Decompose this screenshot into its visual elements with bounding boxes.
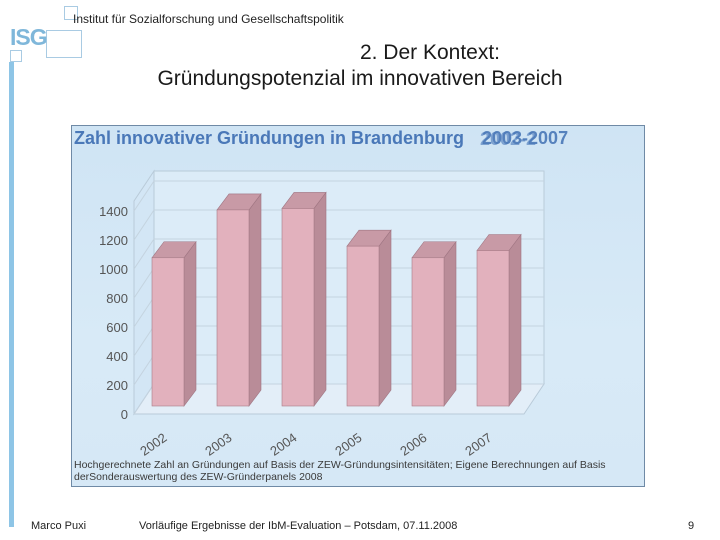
y-tick-label: 200: [106, 378, 128, 393]
gridline-side: [133, 354, 155, 386]
y-tick-label: 1000: [99, 262, 128, 277]
isg-logo: ISG: [6, 6, 86, 62]
slide-title-line2: Gründungspotenzial im innovativen Bereic…: [157, 67, 563, 90]
chart-side-wall: [133, 169, 155, 416]
x-tick-label: 2003: [202, 430, 234, 459]
gridline-side: [133, 383, 155, 415]
bar: [151, 257, 185, 407]
logo-text: ISG: [10, 24, 48, 50]
bar-side: [443, 240, 457, 407]
bar: [476, 250, 510, 407]
footer-author: Marco Puxi: [31, 520, 87, 532]
gridline-side: [133, 267, 155, 299]
bar-chart: 0 200 400 600 800 1000 1200 1400 2002 2003 2004 200…: [99, 169, 545, 459]
gridline-side: [133, 296, 155, 328]
gridline-side: [133, 209, 155, 241]
gridline-side: [133, 180, 155, 212]
bar-side: [378, 229, 392, 407]
institute-name: Institut für Sozialforschung und Gesells…: [73, 12, 344, 26]
y-tick-label: 0: [121, 407, 128, 422]
y-tick-label: 1200: [99, 233, 128, 248]
accent-bar: [9, 62, 14, 527]
slide-title-line1: 2. Der Kontext:: [359, 41, 501, 64]
bar: [281, 208, 315, 407]
x-tick-label: 2005: [332, 430, 364, 459]
bar-side: [508, 233, 522, 407]
slide-title: 2. Der Kontext: Gründungspotenzial im in…: [0, 40, 720, 92]
chart-title-overlap-b: 2003-2007: [482, 128, 569, 148]
x-tick-label: 2006: [397, 430, 429, 459]
bar-side: [313, 191, 327, 407]
footer-page-number: 9: [688, 520, 695, 532]
x-tick-label: 2002: [137, 430, 169, 459]
chart-container: Zahl innovativer Gründungen in Brandenbu…: [71, 125, 645, 487]
chart-title-overlap-a: 2002-2: [480, 129, 537, 149]
chart-footnote: Hochgerechnete Zahl an Gründungen auf Ba…: [74, 459, 606, 483]
y-tick-label: 800: [106, 291, 128, 306]
y-tick-label: 600: [106, 320, 128, 335]
bar: [411, 257, 445, 407]
y-tick-label: 1400: [99, 204, 128, 219]
gridline-side: [133, 238, 155, 270]
bar: [216, 209, 250, 407]
y-tick-label: 400: [106, 349, 128, 364]
gridline-side: [133, 325, 155, 357]
x-tick-label: 2004: [267, 430, 299, 459]
bar-side: [183, 240, 197, 407]
bar: [346, 245, 380, 407]
footer-event: Vorläufige Ergebnisse der IbM-Evaluation…: [139, 520, 458, 532]
bar-side: [248, 193, 262, 407]
x-tick-label: 2007: [462, 430, 494, 459]
chart-title: Zahl innovativer Gründungen in Brandenbu…: [74, 128, 465, 148]
